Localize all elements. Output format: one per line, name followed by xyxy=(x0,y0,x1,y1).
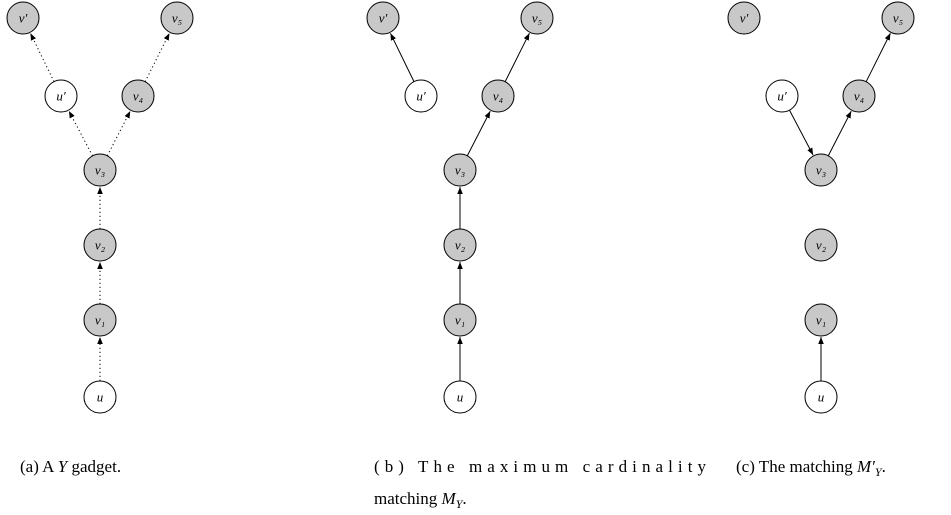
node-label: v₃ xyxy=(816,163,826,178)
node xyxy=(804,380,838,414)
node xyxy=(804,228,838,262)
node xyxy=(83,228,117,262)
node xyxy=(366,1,400,35)
node xyxy=(6,1,40,35)
node xyxy=(481,79,515,113)
caption-text: M′ xyxy=(856,457,875,476)
node xyxy=(160,1,194,35)
node-label: v₅ xyxy=(893,11,903,26)
node-label: v′ xyxy=(19,11,28,26)
node-label: v₂ xyxy=(455,238,466,253)
node xyxy=(443,228,477,262)
node xyxy=(121,79,155,113)
caption-subscript: Y xyxy=(875,465,883,479)
node xyxy=(765,79,799,113)
node-label: v₂ xyxy=(816,238,827,253)
edge xyxy=(389,33,415,82)
edges xyxy=(29,32,891,381)
caption-subscript: Y xyxy=(456,497,464,511)
caption-text: (b) The maximum cardinality xyxy=(374,457,707,476)
edge xyxy=(466,110,491,156)
node-label: v₁ xyxy=(455,313,465,328)
node-label: v₂ xyxy=(95,238,106,253)
edge xyxy=(106,110,131,156)
edge xyxy=(827,110,852,156)
caption-text: M xyxy=(441,489,457,508)
node xyxy=(443,303,477,337)
edge xyxy=(789,109,814,156)
node xyxy=(881,1,915,35)
node-label: v₁ xyxy=(95,313,105,328)
caption-text: (c) The matching xyxy=(736,457,857,476)
edge xyxy=(29,33,55,82)
node-label: v₃ xyxy=(95,163,105,178)
node-label: v₃ xyxy=(455,163,465,178)
node xyxy=(83,380,117,414)
node-label: u′ xyxy=(416,89,426,104)
node xyxy=(727,1,761,35)
caption-text: gadget. xyxy=(67,457,121,476)
edge xyxy=(865,32,891,82)
caption-line: (a) A Y gadget. xyxy=(20,457,121,476)
caption-text: (a) A xyxy=(20,457,58,476)
node xyxy=(44,79,78,113)
node-label: v₅ xyxy=(532,11,542,26)
caption-text: . xyxy=(882,457,886,476)
edge xyxy=(68,110,93,157)
node-label: v₁ xyxy=(816,313,826,328)
nodes: v′ v₅ u′ v₄ v₃ v₂ v₁ u v′ v₅ u′ v₄ v₃ v₂ v₁ u v′ v₅ u′ v₄ v₃… xyxy=(6,1,915,414)
caption-text: matching xyxy=(374,489,442,508)
caption-line: (b) The maximum cardinality xyxy=(374,457,707,476)
node xyxy=(83,153,117,187)
node-label: v′ xyxy=(740,11,749,26)
caption-line: (c) The matching M′Y. xyxy=(736,457,886,479)
node-label: v₅ xyxy=(172,11,182,26)
node xyxy=(443,380,477,414)
node xyxy=(804,153,838,187)
captions: (a) A Y gadget. (b) The maximum cardinali… xyxy=(20,457,886,511)
node-label: u′ xyxy=(777,89,787,104)
node xyxy=(520,1,554,35)
node-label: v′ xyxy=(379,11,388,26)
node-label: v₄ xyxy=(493,89,504,104)
node-label: u xyxy=(457,390,464,405)
node xyxy=(804,303,838,337)
caption-text: Y xyxy=(58,457,69,476)
node-label: v₄ xyxy=(854,89,865,104)
node xyxy=(842,79,876,113)
node xyxy=(404,79,438,113)
node-label: u xyxy=(97,390,104,405)
node-label: u′ xyxy=(56,89,66,104)
node-label: u xyxy=(818,390,825,405)
node-label: v₄ xyxy=(133,89,144,104)
node xyxy=(443,153,477,187)
edge xyxy=(144,32,170,82)
caption-line: matching MY. xyxy=(374,489,467,511)
edge xyxy=(504,32,530,82)
caption-text: . xyxy=(462,489,466,508)
node xyxy=(83,303,117,337)
